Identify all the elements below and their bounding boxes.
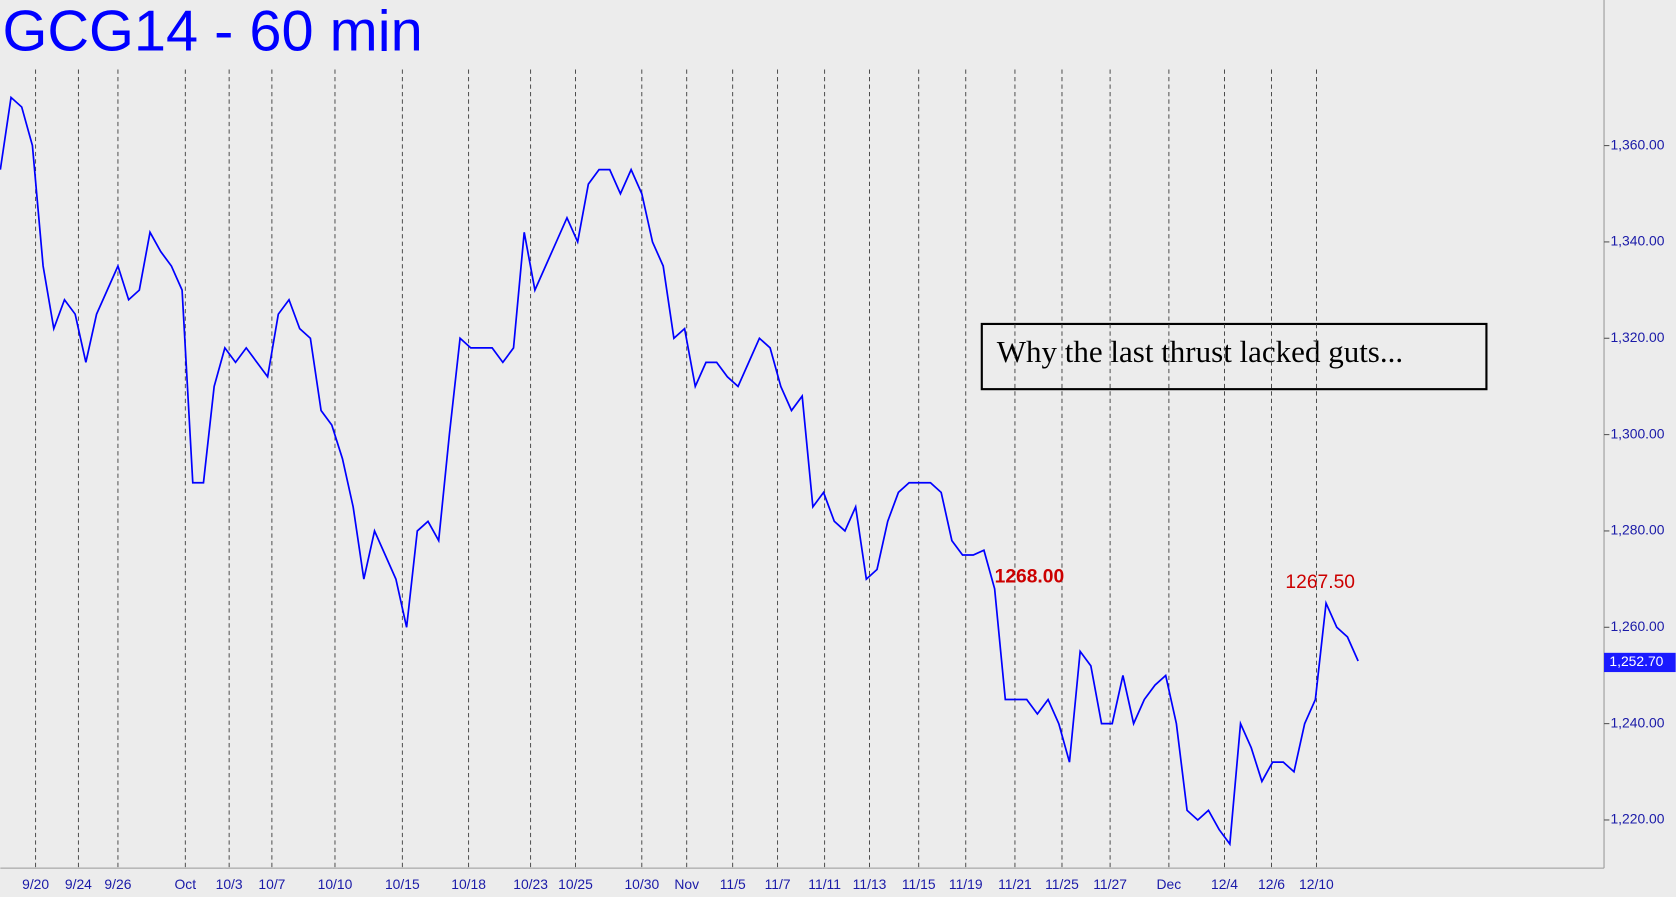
last-price-box xyxy=(1604,652,1676,673)
x-tick-label: 11/15 xyxy=(902,876,936,892)
y-tick-label: 1,360.00 xyxy=(1610,136,1664,152)
price-line xyxy=(0,95,1359,847)
x-tick-label: 10/15 xyxy=(385,876,420,892)
x-tick-label: 10/7 xyxy=(258,876,285,892)
chart-title: GCG14 - 60 min xyxy=(2,0,422,64)
y-tick-label: 1,240.00 xyxy=(1610,714,1664,730)
x-tick-label: 10/30 xyxy=(624,876,659,892)
annotation: 1268.00 xyxy=(995,566,1065,587)
y-tick-label: 1,320.00 xyxy=(1610,329,1664,345)
x-tick-label: 12/4 xyxy=(1211,876,1238,892)
x-tick-label: Nov xyxy=(674,876,699,892)
x-tick-label: 11/7 xyxy=(765,876,791,892)
x-tick-label: 11/27 xyxy=(1093,876,1127,892)
x-tick-label: 11/21 xyxy=(998,876,1032,892)
x-tick-label: 11/13 xyxy=(853,876,887,892)
y-tick-label: 1,280.00 xyxy=(1610,522,1664,538)
x-tick-label: 10/25 xyxy=(558,876,593,892)
y-tick-label: 1,300.00 xyxy=(1610,425,1664,441)
x-tick-label: 11/5 xyxy=(720,876,746,892)
y-tick-label: 1,260.00 xyxy=(1610,618,1664,634)
x-tick-label: 9/20 xyxy=(22,876,49,892)
x-tick-label: 10/23 xyxy=(513,876,548,892)
x-tick-label: Oct xyxy=(174,876,196,892)
x-tick-label: 9/26 xyxy=(104,876,131,892)
x-tick-label: 11/11 xyxy=(808,876,841,892)
annotation: 1267.50 xyxy=(1285,572,1355,593)
y-tick-label: 1,220.00 xyxy=(1610,811,1664,827)
x-tick-label: 10/10 xyxy=(318,876,353,892)
note-text: Why the last thrust lacked guts... xyxy=(997,334,1403,369)
x-tick-label: Dec xyxy=(1157,876,1182,892)
x-tick-label: 12/10 xyxy=(1299,876,1334,892)
x-tick-label: 11/25 xyxy=(1045,876,1079,892)
note-box xyxy=(980,322,1488,391)
y-tick-label: 1,340.00 xyxy=(1610,233,1664,249)
x-tick-label: 11/19 xyxy=(949,876,983,892)
last-price-label: 1,252.70 xyxy=(1609,653,1663,669)
x-tick-label: 10/18 xyxy=(451,876,486,892)
x-tick-label: 10/3 xyxy=(216,876,243,892)
x-tick-label: 9/24 xyxy=(65,876,92,892)
x-tick-label: 12/6 xyxy=(1258,876,1285,892)
